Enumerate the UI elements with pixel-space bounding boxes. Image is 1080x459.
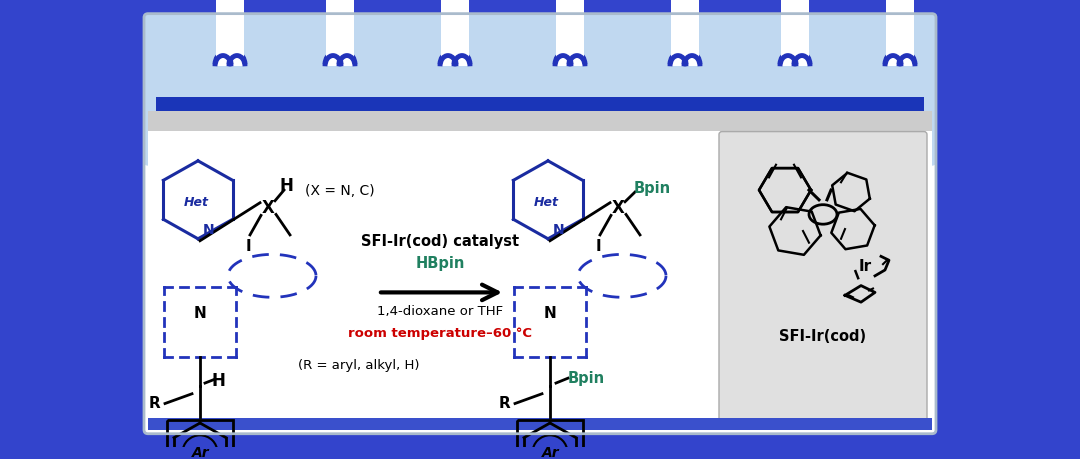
Bar: [167, 420, 233, 459]
FancyBboxPatch shape: [719, 132, 927, 425]
FancyBboxPatch shape: [144, 14, 936, 434]
Bar: [887, 0, 913, 66]
Text: SFI-Ir(cod): SFI-Ir(cod): [780, 329, 866, 344]
Bar: [556, 0, 584, 56]
Text: H: H: [211, 372, 225, 390]
Bar: [557, 0, 583, 66]
Bar: [327, 0, 353, 66]
Bar: [148, 111, 932, 131]
Text: N: N: [193, 306, 206, 321]
Text: H: H: [279, 177, 293, 195]
Bar: [148, 131, 932, 430]
Text: I: I: [595, 239, 600, 254]
Text: N: N: [543, 306, 556, 321]
Text: Ar: Ar: [192, 446, 210, 459]
Bar: [217, 0, 243, 66]
Text: X: X: [261, 199, 274, 217]
Text: Het: Het: [534, 196, 558, 209]
Bar: [156, 97, 924, 111]
Text: I: I: [245, 239, 251, 254]
Text: 1,4-dioxane or THF: 1,4-dioxane or THF: [377, 305, 503, 319]
Text: room temperature–60 °C: room temperature–60 °C: [348, 327, 532, 340]
Text: X: X: [611, 199, 624, 217]
Bar: [672, 0, 698, 66]
Text: SFI-Ir(cod) catalyst: SFI-Ir(cod) catalyst: [361, 234, 519, 249]
Text: Bpin: Bpin: [634, 180, 671, 196]
Bar: [441, 0, 469, 56]
Bar: [886, 0, 914, 56]
Bar: [216, 0, 244, 56]
Bar: [148, 17, 932, 162]
Bar: [517, 420, 583, 459]
Bar: [148, 418, 932, 430]
Bar: [326, 0, 354, 56]
Text: R: R: [499, 396, 511, 411]
Bar: [781, 0, 809, 56]
Text: (X = N, C): (X = N, C): [305, 184, 375, 198]
Text: R: R: [149, 396, 161, 411]
Text: N: N: [553, 223, 565, 237]
Text: N: N: [203, 223, 215, 237]
Bar: [671, 0, 699, 56]
Bar: [442, 0, 468, 66]
Text: HBpin: HBpin: [416, 256, 464, 271]
FancyBboxPatch shape: [144, 14, 936, 166]
Text: Ir: Ir: [859, 258, 872, 274]
Text: (R = aryl, alkyl, H): (R = aryl, alkyl, H): [298, 359, 419, 372]
Text: Ar: Ar: [542, 446, 559, 459]
Text: Het: Het: [184, 196, 208, 209]
Bar: [782, 0, 808, 66]
Text: Bpin: Bpin: [568, 371, 605, 386]
